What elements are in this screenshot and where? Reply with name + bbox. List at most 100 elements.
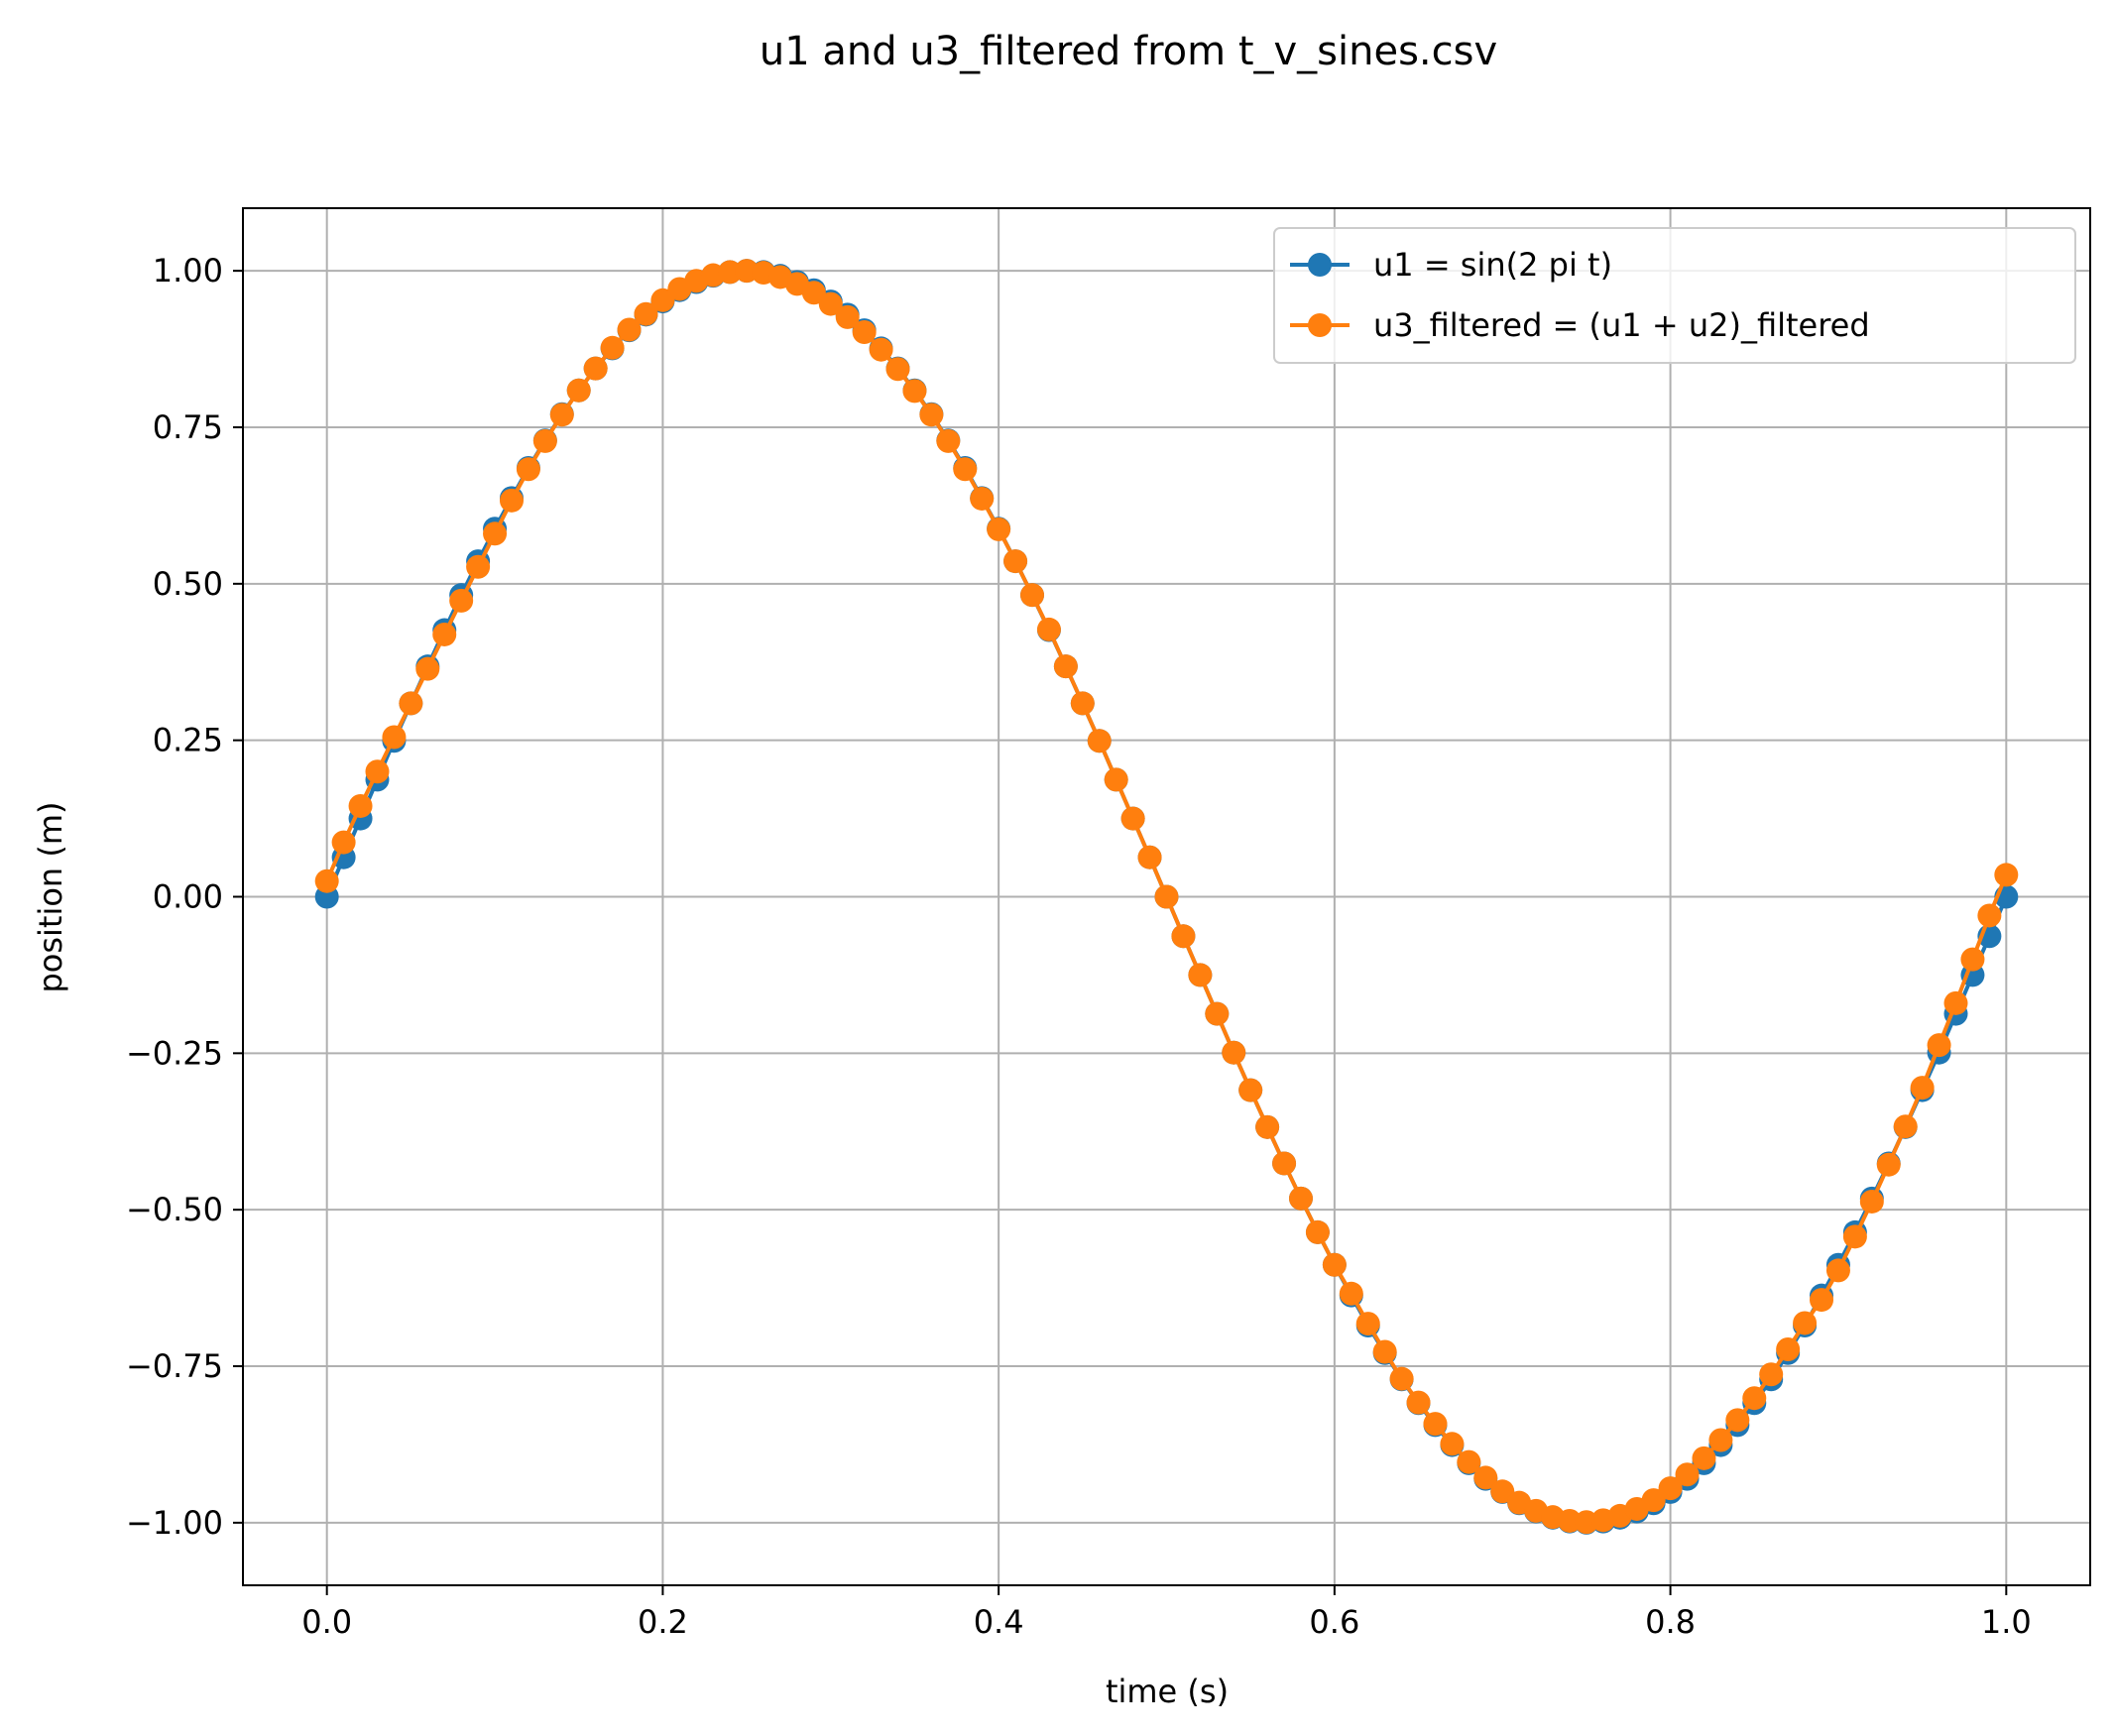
data-point — [449, 588, 474, 613]
data-point — [1825, 1258, 1850, 1283]
data-point — [1490, 1479, 1515, 1504]
y-axis-label: position (m) — [32, 801, 69, 992]
data-point — [1003, 549, 1028, 574]
x-tick-label: 1.0 — [1981, 1603, 2032, 1641]
data-point — [953, 457, 978, 482]
x-tick-label: 0.2 — [638, 1603, 688, 1641]
data-point — [1810, 1288, 1834, 1313]
data-point — [1910, 1076, 1935, 1100]
legend-marker — [1308, 253, 1332, 277]
data-point — [399, 691, 423, 716]
data-point — [1457, 1449, 1481, 1474]
y-tick-label: −0.50 — [126, 1191, 223, 1228]
data-point — [650, 288, 675, 312]
data-point — [1053, 654, 1078, 679]
data-point — [1205, 1001, 1230, 1026]
data-point — [583, 356, 608, 381]
legend-box — [1273, 227, 2076, 364]
data-point — [634, 301, 658, 326]
data-point — [1776, 1336, 1801, 1361]
data-point — [1222, 1040, 1246, 1065]
data-point — [885, 357, 910, 382]
data-point — [801, 281, 826, 305]
data-point — [1423, 1412, 1448, 1437]
data-point — [1473, 1465, 1498, 1490]
data-point — [1708, 1428, 1733, 1452]
data-point — [1793, 1311, 1818, 1335]
data-point — [1036, 617, 1061, 641]
data-point — [314, 868, 339, 893]
data-point — [1977, 903, 2002, 928]
data-point — [1876, 1152, 1901, 1177]
data-point — [566, 378, 591, 403]
y-tick-label: 0.75 — [153, 408, 223, 446]
x-tick-label: 0.6 — [1309, 1603, 1359, 1641]
y-tick-label: 0.50 — [153, 565, 223, 603]
data-point — [1692, 1446, 1716, 1470]
data-point — [1675, 1462, 1700, 1487]
legend-item: u3_filtered = (u1 + u2)_filtered — [1290, 306, 1870, 344]
data-point — [1120, 806, 1145, 831]
data-point — [1440, 1432, 1465, 1456]
data-point — [1339, 1281, 1363, 1306]
data-point — [902, 379, 927, 404]
data-point — [432, 622, 457, 646]
data-point — [1188, 963, 1213, 987]
data-point — [835, 304, 860, 329]
data-point — [919, 403, 944, 427]
data-point — [1742, 1386, 1767, 1411]
data-point — [1893, 1114, 1918, 1139]
y-tick-label: 0.00 — [153, 878, 223, 916]
data-point — [852, 320, 877, 345]
legend-label: u3_filtered = (u1 + u2)_filtered — [1373, 306, 1870, 344]
y-tick-label: −1.00 — [126, 1504, 223, 1542]
data-point — [1171, 924, 1196, 949]
legend-item: u1 = sin(2 pi t) — [1290, 246, 1612, 284]
x-tick-label: 0.4 — [974, 1603, 1024, 1641]
data-point — [499, 488, 524, 513]
y-tick-label: −0.25 — [126, 1034, 223, 1072]
data-point — [869, 337, 893, 362]
data-point — [1272, 1151, 1297, 1176]
data-point — [1842, 1224, 1867, 1249]
data-point — [1406, 1390, 1431, 1415]
data-point — [1154, 884, 1179, 909]
data-point — [1305, 1219, 1330, 1244]
data-point — [348, 793, 373, 818]
data-point — [331, 830, 356, 855]
chart-title: u1 and u3_filtered from t_v_sines.csv — [760, 29, 1497, 74]
data-point — [1759, 1362, 1784, 1387]
data-point — [1255, 1114, 1280, 1139]
data-point — [1104, 767, 1128, 792]
data-point — [936, 428, 961, 453]
y-tick-label: 1.00 — [153, 252, 223, 289]
data-point — [1372, 1339, 1397, 1364]
data-point — [1070, 691, 1095, 716]
series-2 — [314, 259, 2019, 1535]
legend-marker — [1308, 313, 1332, 337]
series-layer — [314, 259, 2019, 1535]
data-point — [1389, 1366, 1414, 1391]
data-point — [1658, 1476, 1683, 1501]
data-point — [1943, 990, 1968, 1015]
data-point — [483, 521, 508, 546]
data-point — [1087, 729, 1112, 753]
data-point — [987, 517, 1011, 541]
data-point — [1020, 583, 1045, 608]
data-point — [1238, 1078, 1263, 1102]
data-point — [532, 428, 557, 453]
data-point — [1137, 845, 1162, 869]
data-point — [466, 554, 491, 579]
y-tick-label: 0.25 — [153, 722, 223, 759]
data-point — [1859, 1189, 1884, 1214]
data-point — [1641, 1488, 1666, 1513]
x-tick-label: 0.0 — [301, 1603, 352, 1641]
data-point — [382, 725, 407, 750]
x-axis-label: time (s) — [1106, 1673, 1229, 1710]
legend-label: u1 = sin(2 pi t) — [1373, 246, 1612, 284]
data-point — [365, 759, 390, 784]
data-point — [1927, 1033, 1951, 1058]
data-point — [1322, 1252, 1347, 1277]
data-point — [617, 317, 642, 342]
